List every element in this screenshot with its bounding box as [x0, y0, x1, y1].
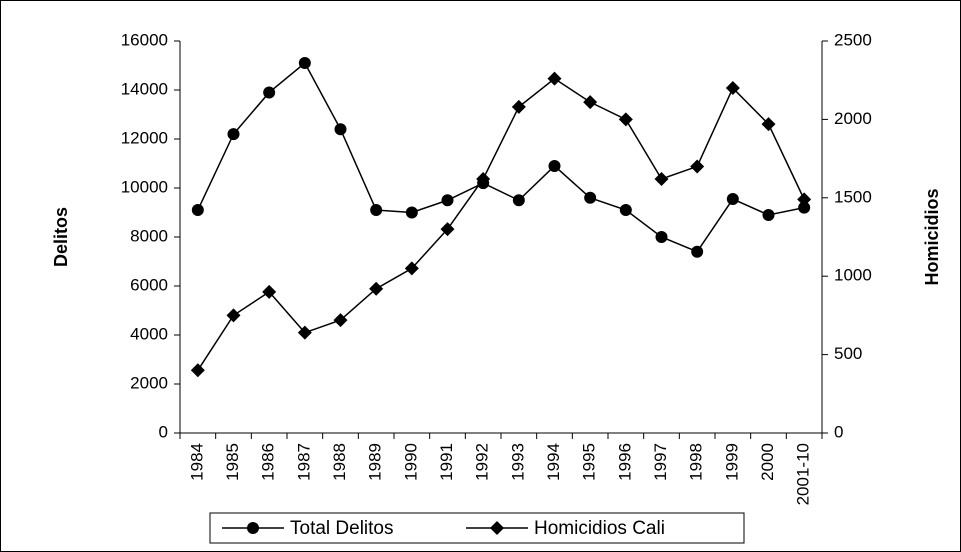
x-tick-label: 1994 — [544, 443, 563, 481]
series-marker — [263, 86, 276, 99]
series-marker — [190, 363, 205, 378]
series-marker — [584, 191, 597, 204]
series-marker — [440, 222, 455, 237]
series-marker — [512, 194, 525, 207]
y2-axis-label: Homicidios — [922, 188, 942, 285]
y-axis-label: Delitos — [51, 207, 71, 267]
series-marker — [369, 281, 384, 296]
series-marker — [548, 159, 561, 172]
series-marker — [476, 171, 491, 186]
series-marker — [725, 81, 740, 96]
series-marker — [405, 206, 418, 219]
series-marker — [691, 245, 704, 258]
series-marker — [797, 192, 812, 207]
x-tick-label: 1989 — [366, 443, 385, 481]
x-tick-label: 1995 — [580, 443, 599, 481]
series-marker — [798, 201, 811, 214]
series-marker — [583, 95, 598, 110]
series-marker — [761, 117, 776, 132]
y-tick-label: 8000 — [130, 226, 168, 245]
x-tick-label: 1992 — [473, 443, 492, 481]
x-tick-label: 1993 — [508, 443, 527, 481]
series-marker — [333, 313, 348, 328]
x-tick-label: 1988 — [330, 443, 349, 481]
x-tick-label: 2001-10 — [794, 443, 813, 505]
x-tick-label: 1997 — [651, 443, 670, 481]
series-marker — [298, 57, 311, 70]
x-tick-label: 1991 — [437, 443, 456, 481]
series-marker — [262, 284, 277, 299]
y2-tick-label: 500 — [834, 344, 862, 363]
y2-tick-label: 1000 — [834, 266, 872, 285]
series-marker — [404, 261, 419, 276]
series-marker — [227, 128, 240, 141]
y-tick-label: 14000 — [121, 79, 168, 98]
series-marker — [334, 123, 347, 136]
y2-tick-label: 0 — [834, 422, 843, 441]
x-tick-label: 1987 — [294, 443, 313, 481]
legend-marker — [490, 521, 504, 535]
x-tick-label: 1999 — [722, 443, 741, 481]
series-marker — [297, 325, 312, 340]
series-marker — [226, 308, 241, 323]
x-tick-label: 1996 — [615, 443, 634, 481]
legend-label: Homicidios Cali — [534, 518, 665, 539]
series-line — [197, 77, 805, 371]
x-tick-label: 1985 — [223, 443, 242, 481]
y-tick-label: 2000 — [130, 373, 168, 392]
series-marker — [690, 159, 705, 174]
y2-tick-label: 2500 — [834, 30, 872, 49]
y-tick-label: 12000 — [121, 128, 168, 147]
y2-tick-label: 2000 — [834, 109, 872, 128]
series-marker — [547, 71, 562, 86]
series-marker — [655, 231, 668, 243]
y-tick-label: 4000 — [130, 324, 168, 343]
x-tick-label: 1990 — [401, 443, 420, 481]
series-marker — [441, 194, 454, 207]
series-marker — [191, 204, 204, 217]
series-marker — [619, 204, 632, 217]
y-tick-label: 10000 — [121, 177, 168, 196]
series-marker — [726, 193, 739, 206]
y-tick-label: 0 — [159, 422, 168, 441]
y-tick-label: 16000 — [121, 30, 168, 49]
series-marker — [370, 204, 383, 217]
legend-marker — [247, 522, 259, 534]
legend-label: Total Delitos — [290, 518, 394, 539]
series-line — [197, 61, 805, 253]
series-marker — [762, 208, 775, 221]
x-tick-label: 1984 — [187, 443, 206, 481]
y2-tick-label: 1500 — [834, 187, 872, 206]
series-marker — [654, 171, 669, 186]
x-tick-label: 1986 — [259, 443, 278, 481]
series-marker — [618, 112, 633, 127]
x-tick-label: 1998 — [687, 443, 706, 481]
x-tick-label: 2000 — [758, 443, 777, 481]
series-marker — [511, 99, 526, 114]
y-tick-label: 6000 — [130, 275, 168, 294]
